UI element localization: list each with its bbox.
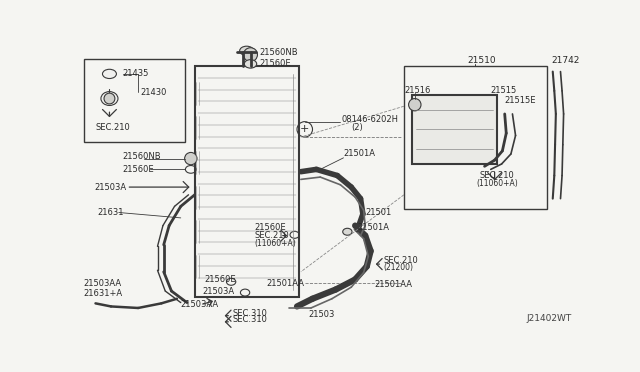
Text: 21503A: 21503A — [94, 183, 126, 192]
Text: 21560E: 21560E — [204, 275, 236, 284]
Text: SEC.210: SEC.210 — [95, 122, 131, 132]
Text: SEC.210: SEC.210 — [479, 171, 514, 180]
Text: 21435: 21435 — [123, 70, 149, 78]
Text: 08146-6202H: 08146-6202H — [341, 115, 398, 124]
Text: 21430: 21430 — [140, 88, 167, 97]
Bar — [412, 95, 497, 164]
Text: 21501AA: 21501AA — [266, 279, 304, 288]
Text: SEC.310: SEC.310 — [233, 309, 268, 318]
Text: 21560NB: 21560NB — [123, 152, 161, 161]
Text: SEC.210: SEC.210 — [254, 231, 289, 240]
Bar — [195, 66, 300, 297]
Bar — [404, 66, 547, 209]
Text: J21402WT: J21402WT — [527, 314, 572, 323]
Text: (11060+A): (11060+A) — [477, 179, 518, 188]
Text: 21501A: 21501A — [358, 224, 390, 232]
Text: 21516: 21516 — [404, 86, 430, 95]
Text: 21503: 21503 — [308, 310, 335, 319]
Text: 21560NB: 21560NB — [260, 48, 298, 57]
Text: 21515: 21515 — [491, 86, 517, 95]
Circle shape — [104, 93, 115, 104]
Text: SEC.310: SEC.310 — [233, 315, 268, 324]
Text: 21742: 21742 — [551, 55, 580, 64]
Circle shape — [408, 99, 421, 111]
Text: SEC.210: SEC.210 — [384, 256, 419, 265]
Ellipse shape — [343, 228, 352, 235]
Text: 21560E: 21560E — [254, 224, 286, 232]
Text: 21503AA: 21503AA — [180, 301, 219, 310]
Text: (21200): (21200) — [384, 263, 414, 272]
Text: 21501A: 21501A — [344, 150, 376, 158]
Ellipse shape — [102, 69, 116, 78]
Text: 21631+A: 21631+A — [84, 289, 123, 298]
Text: 21501: 21501 — [365, 208, 392, 217]
Ellipse shape — [239, 46, 253, 55]
Text: 21560E: 21560E — [260, 60, 291, 68]
Text: 21631: 21631 — [97, 208, 124, 217]
Text: (11060+A): (11060+A) — [254, 239, 296, 248]
Text: 21560E: 21560E — [123, 165, 154, 174]
Text: 21510: 21510 — [467, 55, 496, 64]
Text: +: + — [300, 124, 309, 134]
Circle shape — [184, 153, 197, 165]
Bar — [84, 58, 184, 142]
Text: 21503AA: 21503AA — [84, 279, 122, 288]
Text: (2): (2) — [351, 122, 363, 132]
Text: 21501AA: 21501AA — [374, 280, 413, 289]
Ellipse shape — [101, 92, 118, 106]
Text: 21515E: 21515E — [505, 96, 536, 105]
Text: 21503A: 21503A — [202, 286, 235, 295]
Ellipse shape — [244, 60, 257, 68]
Circle shape — [244, 48, 257, 62]
